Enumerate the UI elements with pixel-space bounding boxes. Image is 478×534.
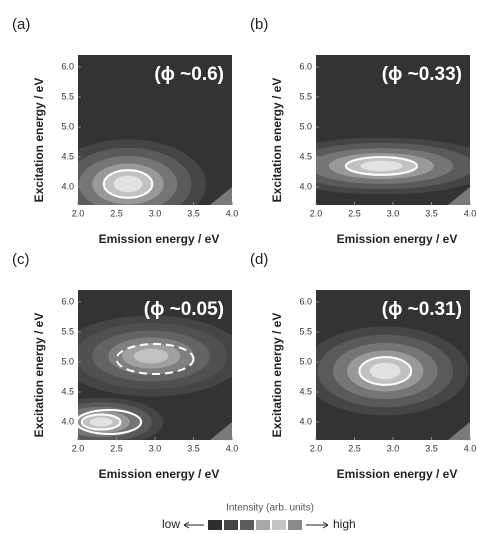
legend-high: high	[333, 517, 356, 531]
y-tick-label: 4.5	[299, 151, 312, 161]
peak-level	[370, 363, 401, 380]
x-axis-title: Emission energy / eV	[337, 232, 458, 246]
peak-level	[134, 349, 169, 364]
panel-label: (b)	[250, 16, 268, 33]
x-tick-label: 3.0	[387, 208, 400, 218]
y-tick-label: 4.5	[299, 386, 312, 396]
x-tick-label: 3.5	[187, 208, 200, 218]
annotation: (ϕ ~0.6)	[154, 64, 224, 85]
x-tick-label: 2.5	[348, 443, 361, 453]
x-tick-label: 4.0	[464, 443, 477, 453]
y-tick-label: 5.5	[299, 326, 312, 336]
x-tick-label: 2.5	[110, 443, 123, 453]
legend-swatch	[240, 520, 254, 530]
legend-swatch	[224, 520, 238, 530]
legend-title: Intensity (arb. units)	[226, 503, 314, 514]
y-tick-label: 5.0	[299, 356, 312, 366]
peak-level	[90, 418, 113, 427]
x-tick-label: 2.0	[72, 208, 85, 218]
x-tick-label: 2.5	[348, 208, 361, 218]
panel-label: (c)	[12, 251, 30, 268]
legend-swatch	[272, 520, 286, 530]
y-axis-title: Excitation energy / eV	[270, 78, 284, 203]
legend-swatch	[208, 520, 222, 530]
panel-label: (a)	[12, 16, 30, 33]
panel-label: (d)	[250, 251, 268, 268]
y-tick-label: 5.5	[61, 91, 74, 101]
legend-low: low	[162, 517, 180, 531]
y-tick-label: 5.0	[61, 121, 74, 131]
annotation: (ϕ ~0.05)	[144, 299, 224, 320]
y-tick-label: 5.5	[61, 326, 74, 336]
x-tick-label: 4.0	[464, 208, 477, 218]
y-tick-label: 4.0	[299, 181, 312, 191]
x-tick-label: 4.0	[226, 443, 239, 453]
x-axis-title: Emission energy / eV	[99, 467, 220, 481]
y-tick-label: 6.0	[61, 296, 74, 306]
y-tick-label: 4.0	[299, 416, 312, 426]
x-tick-label: 2.0	[310, 208, 323, 218]
y-tick-label: 5.5	[299, 91, 312, 101]
peak-level	[114, 176, 143, 193]
peak-level	[360, 161, 402, 172]
y-tick-label: 4.5	[61, 386, 74, 396]
y-axis-title: Excitation energy / eV	[32, 78, 46, 203]
y-tick-label: 6.0	[61, 61, 74, 71]
x-tick-label: 3.0	[387, 443, 400, 453]
x-tick-label: 3.5	[425, 443, 438, 453]
x-tick-label: 2.0	[72, 443, 85, 453]
y-tick-label: 6.0	[299, 61, 312, 71]
annotation: (ϕ ~0.33)	[382, 64, 462, 85]
x-tick-label: 2.5	[110, 208, 123, 218]
x-tick-label: 4.0	[226, 208, 239, 218]
arrow-left	[184, 522, 204, 528]
legend-swatch	[288, 520, 302, 530]
y-tick-label: 4.5	[61, 151, 74, 161]
arrow-right	[306, 522, 328, 528]
x-tick-label: 3.5	[187, 443, 200, 453]
x-axis-title: Emission energy / eV	[99, 232, 220, 246]
y-tick-label: 4.0	[61, 181, 74, 191]
y-tick-label: 6.0	[299, 296, 312, 306]
x-axis-title: Emission energy / eV	[337, 467, 458, 481]
y-tick-label: 5.0	[299, 121, 312, 131]
x-tick-label: 3.0	[149, 443, 162, 453]
y-tick-label: 5.0	[61, 356, 74, 366]
x-tick-label: 3.5	[425, 208, 438, 218]
y-axis-title: Excitation energy / eV	[270, 313, 284, 438]
x-tick-label: 2.0	[310, 443, 323, 453]
x-tick-label: 3.0	[149, 208, 162, 218]
y-tick-label: 4.0	[61, 416, 74, 426]
figure: Intensity (arb. units) low high 2.0 2.5 3.…	[0, 0, 478, 534]
annotation: (ϕ ~0.31)	[382, 299, 462, 320]
legend-swatch	[256, 520, 270, 530]
y-axis-title: Excitation energy / eV	[32, 313, 46, 438]
